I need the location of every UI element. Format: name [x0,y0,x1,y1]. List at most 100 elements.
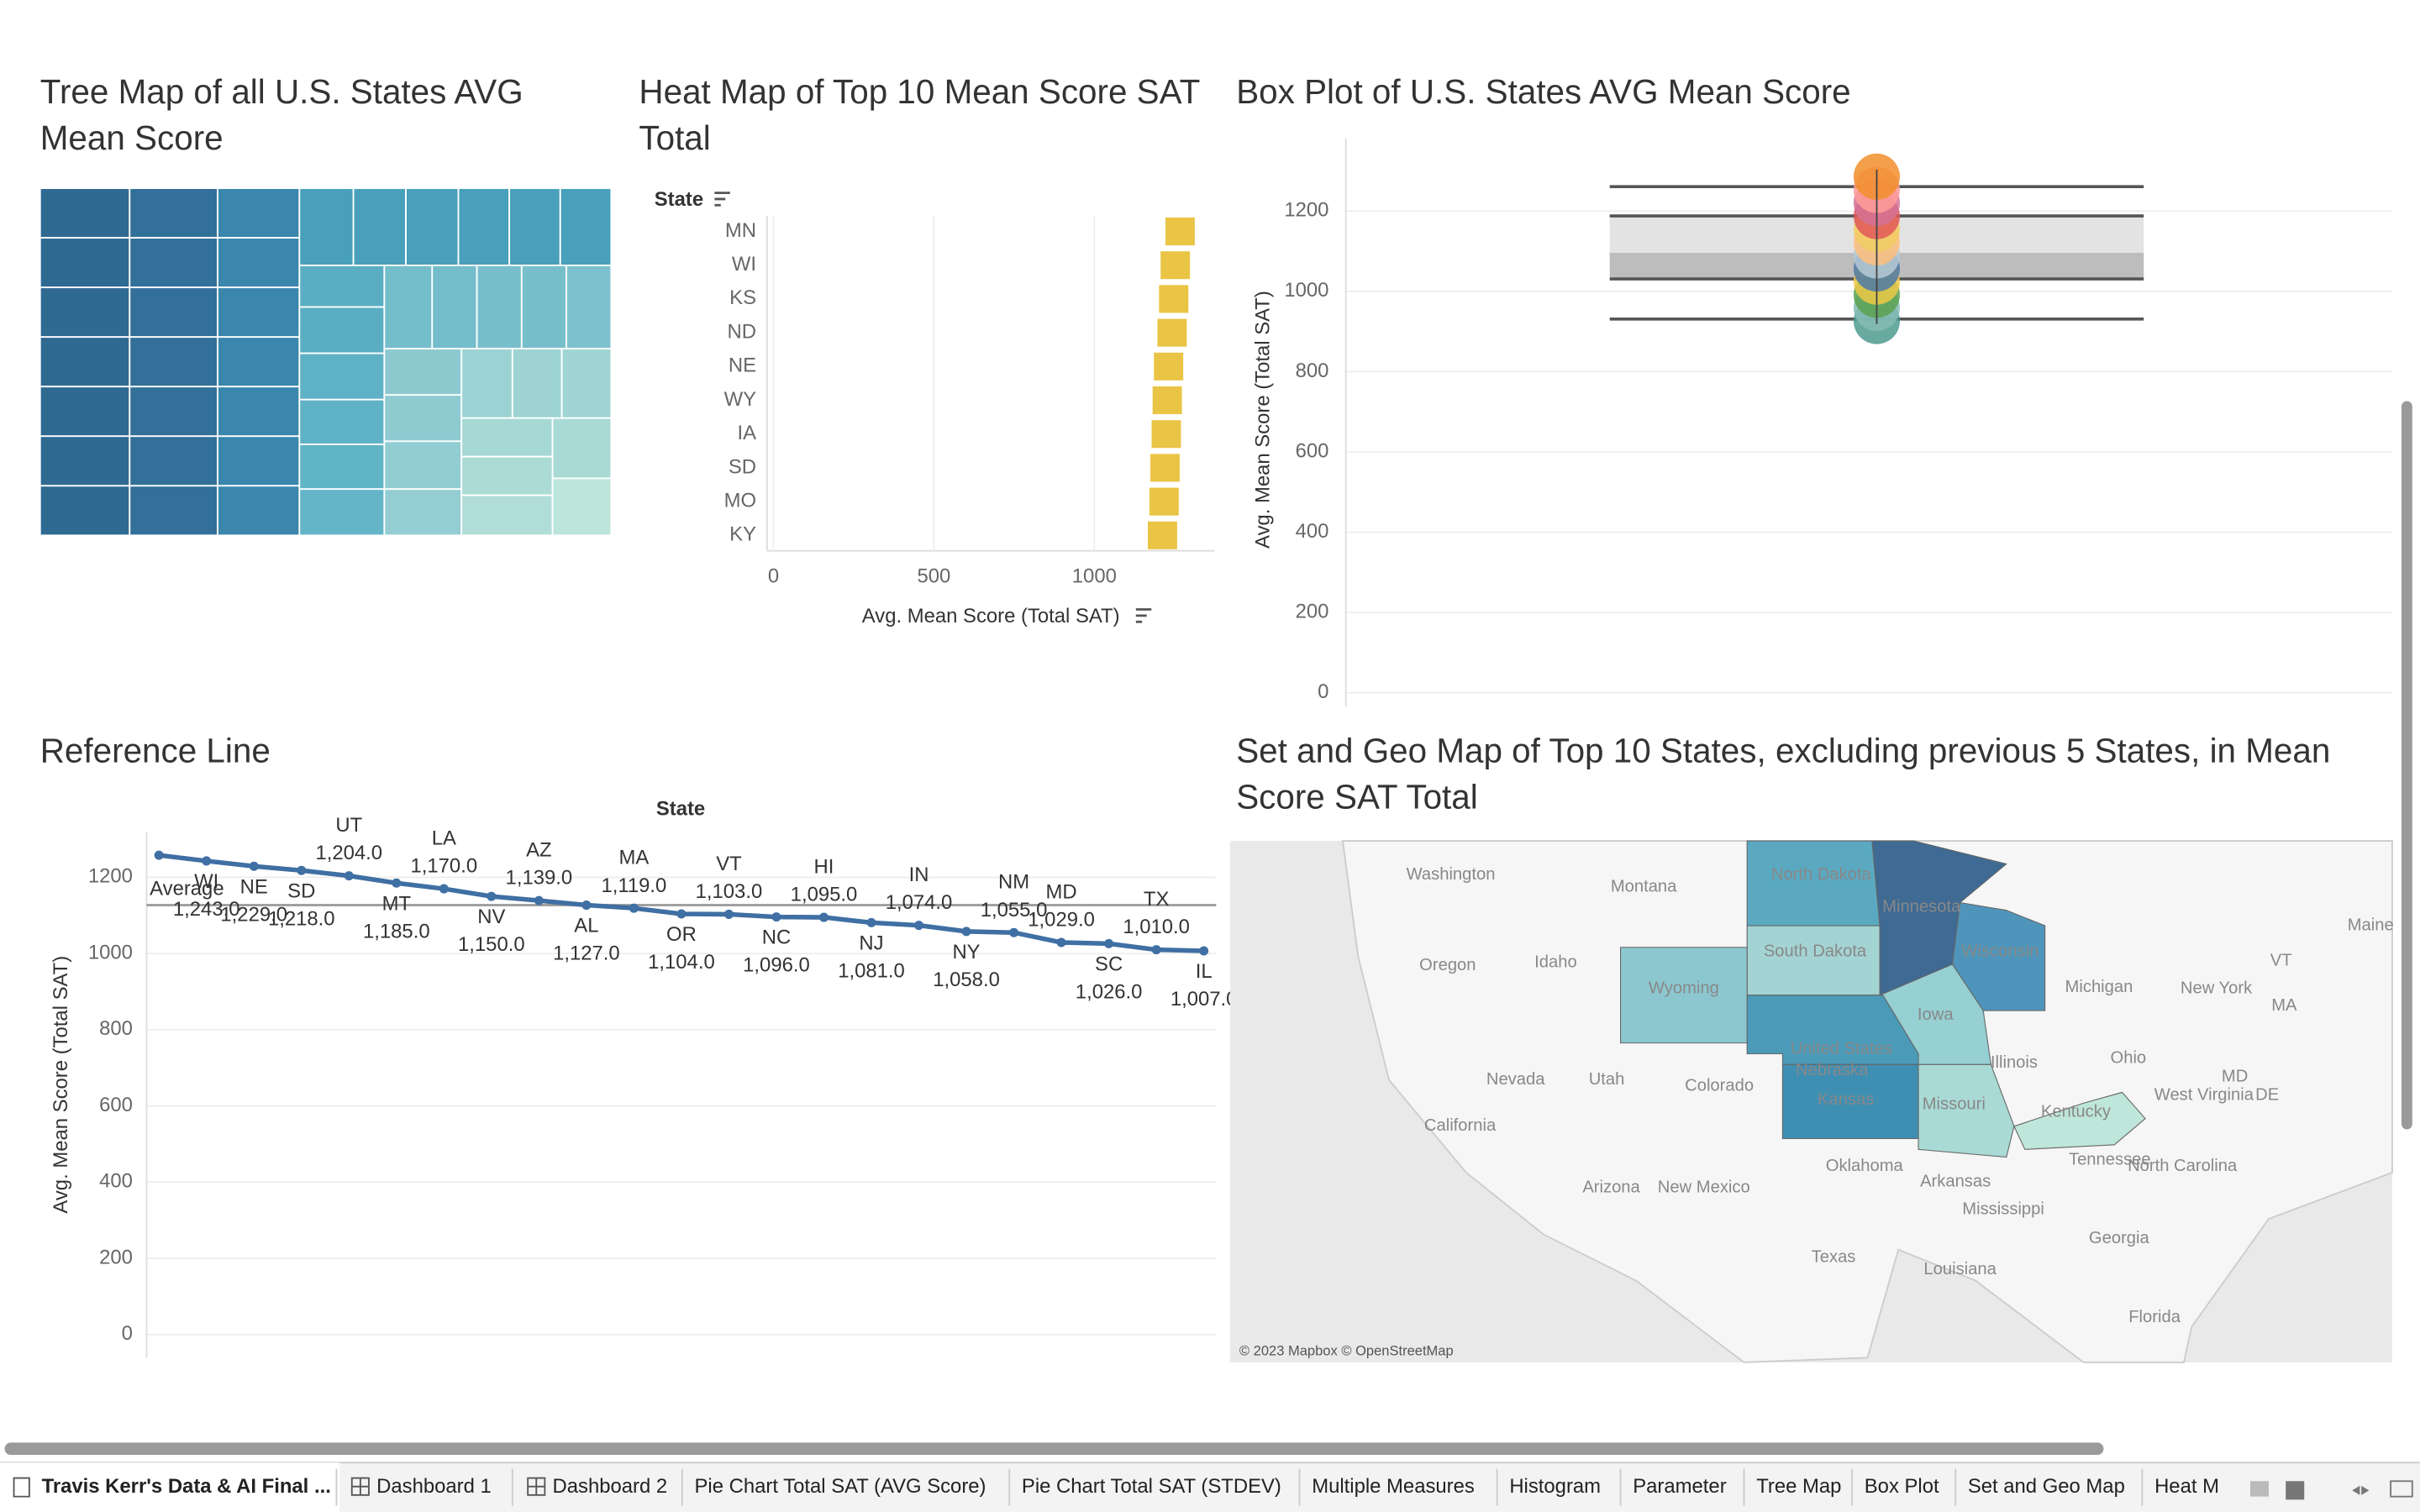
heatmap: State 0 500 1000 Avg. Mean Score (Total SAT)… [655,188,1215,627]
point [392,878,402,888]
tab[interactable]: Heat M [2154,1475,2219,1498]
map-label: Texas [1812,1247,1856,1266]
x-tick-label: 500 [918,564,951,587]
value-label: 1,010.0 [1123,916,1190,938]
treemap-cell [383,394,463,443]
point [581,900,592,911]
tab-icon [13,1477,30,1498]
tab-active[interactable] [0,1462,340,1512]
value-label: 1,007.0 [1171,988,1238,1011]
treemap-cell [217,187,301,239]
tab-icon [350,1477,370,1496]
tab[interactable]: Parameter [1633,1475,1726,1498]
reference-label: Average [150,877,224,900]
tab[interactable]: Pie Chart Total SAT (AVG Score) [695,1475,986,1498]
next-tab[interactable] [2361,1485,2370,1495]
tab[interactable]: Dashboard 2 [553,1475,668,1498]
map-label: Idaho [1534,953,1577,971]
value-label: 1,204.0 [315,842,382,864]
line-title: Reference Line [39,731,271,770]
point [771,912,781,922]
y-tick-label: 400 [1296,520,1329,543]
tab[interactable]: Set and Geo Map [1968,1475,2125,1498]
treemap-cell [129,237,218,289]
y-axis-title: Avg. Mean Score (Total SAT) [1252,291,1275,549]
prev-tab[interactable] [2352,1485,2360,1495]
treemap-cell [431,265,478,350]
view-toggle[interactable] [2249,1481,2269,1497]
tab-bar [0,1462,2420,1512]
view-toggle[interactable] [2286,1481,2305,1500]
y-tick-label: NE [729,354,756,377]
map-label: North Carolina [2128,1157,2238,1175]
map-label: VT [2270,952,2292,970]
y-tick-label: 0 [122,1322,133,1345]
map-label: Mississippi [1962,1200,2044,1218]
treemap-cell [129,435,218,487]
y-tick-label: 0 [1318,680,1328,703]
tab[interactable]: Histogram [1509,1475,1601,1498]
presentation-mode[interactable] [2390,1480,2413,1498]
y-tick-label: 600 [1296,439,1329,462]
heat-cell [1151,420,1181,449]
x-tick-label: 1000 [1072,564,1117,587]
title-box: Tree Map of all U.S. States AVG Mean Sco… [40,72,523,157]
value-label: 1,081.0 [838,960,905,983]
heat-cell [1152,386,1182,415]
y-tick-label: 200 [99,1246,133,1268]
tab[interactable]: Travis Kerr's Data & AI Final ... [42,1475,331,1498]
map-label: Montana [1611,877,1677,895]
x-axis-title: Avg. Mean Score (Total SAT) [862,605,1120,627]
y-tick-label: ND [728,320,756,343]
treemap-cell [566,265,613,350]
vertical-scrollbar[interactable] [2401,401,2412,1130]
point-category: MD [1046,881,1077,904]
map-label: Utah [1589,1070,1625,1089]
value-label: 1,218.0 [268,907,335,930]
tab[interactable]: Pie Chart Total SAT (STDEV) [1022,1475,1281,1498]
map-label: Oklahoma [1826,1157,1904,1175]
title-box: Box Plot of U.S. States AVG Mean Score [1236,72,1850,111]
map-label: Florida [2128,1308,2181,1326]
map-label: Oregon [1419,956,1476,974]
value-label: 1,119.0 [601,874,666,897]
value-label: 1,243.0 [173,898,240,921]
y-tick-label: MO [724,489,756,512]
heat-cell [1149,487,1179,516]
treemap-cell [476,265,523,350]
state-mo [1918,1063,2015,1158]
sort-icon[interactable] [714,192,730,207]
point-category: HI [814,856,834,879]
y-tick-label: WY [724,388,757,411]
value-label: 1,029.0 [1028,909,1095,932]
map-label: DE [2255,1085,2279,1104]
point [249,861,259,871]
treemap-cell [217,286,301,339]
map-label: Missouri [1923,1095,1986,1113]
y-axis-title: Avg. Mean Score (Total SAT) [50,956,72,1214]
heat-cell [1147,521,1177,549]
point-category: OR [666,923,697,946]
tab[interactable]: Tree Map [1756,1475,1841,1498]
point [202,856,212,866]
sort-icon[interactable] [1135,608,1152,623]
horizontal-scrollbar[interactable] [4,1442,2104,1456]
y-tick-label: 800 [99,1017,133,1040]
treemap-cell [39,187,131,239]
treemap [39,187,613,537]
tab[interactable]: Dashboard 1 [376,1475,492,1498]
map-label: Kansas [1818,1090,1874,1109]
map-label: New York [2181,979,2253,998]
treemap-cell [460,455,554,496]
point [723,909,734,919]
value-label: 1,229.0 [220,903,287,926]
map-label: Nevada [1486,1070,1545,1089]
treemap-cell [460,494,554,537]
tab[interactable]: Box Plot [1865,1475,1939,1498]
treemap-cell [405,187,460,266]
map-label: New Mexico [1658,1179,1750,1197]
point [914,921,924,931]
treemap-cell [460,417,554,458]
point-category: AL [574,915,598,937]
tab[interactable]: Multiple Measures [1312,1475,1475,1498]
